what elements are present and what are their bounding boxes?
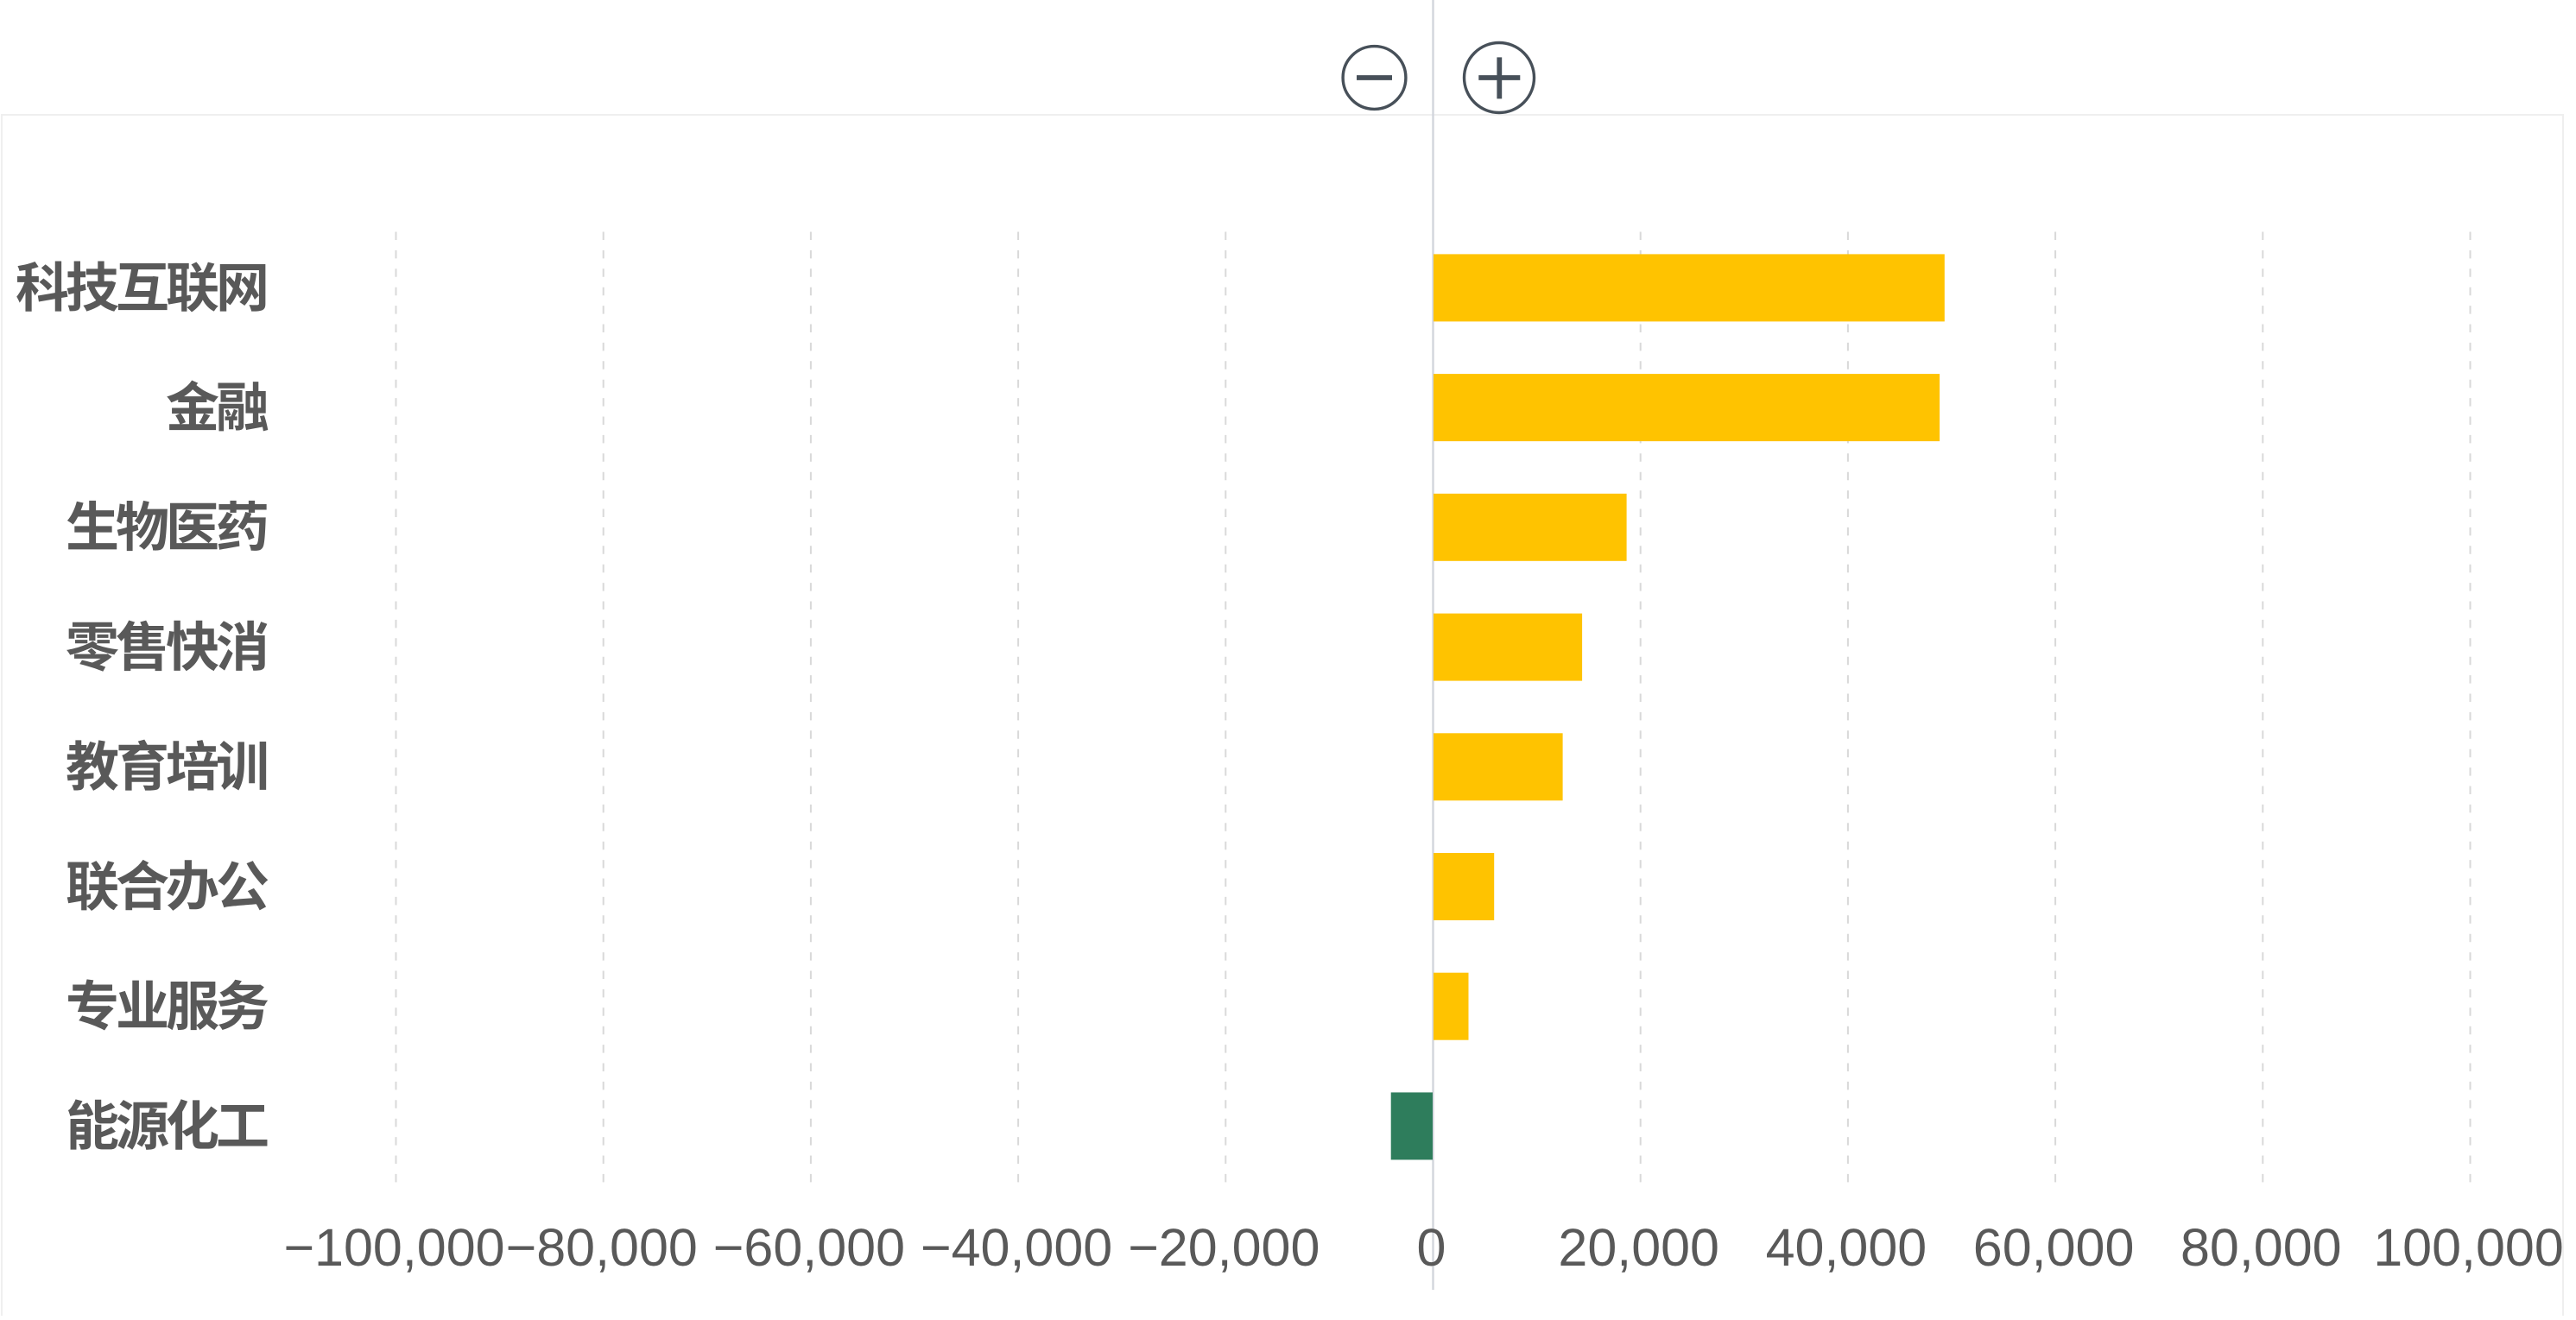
svg-text:−60,000: −60,000 — [713, 1218, 905, 1277]
svg-text:60,000: 60,000 — [1973, 1218, 2135, 1277]
svg-text:−20,000: −20,000 — [1128, 1218, 1320, 1277]
svg-text:40,000: 40,000 — [1766, 1218, 1927, 1277]
svg-text:100,000: 100,000 — [2373, 1218, 2564, 1277]
svg-text:80,000: 80,000 — [2180, 1218, 2342, 1277]
svg-text:0: 0 — [1417, 1218, 1446, 1277]
svg-text:−100,000: −100,000 — [283, 1218, 504, 1277]
svg-text:−40,000: −40,000 — [921, 1218, 1112, 1277]
svg-text:−80,000: −80,000 — [506, 1218, 698, 1277]
svg-text:20,000: 20,000 — [1558, 1218, 1719, 1277]
